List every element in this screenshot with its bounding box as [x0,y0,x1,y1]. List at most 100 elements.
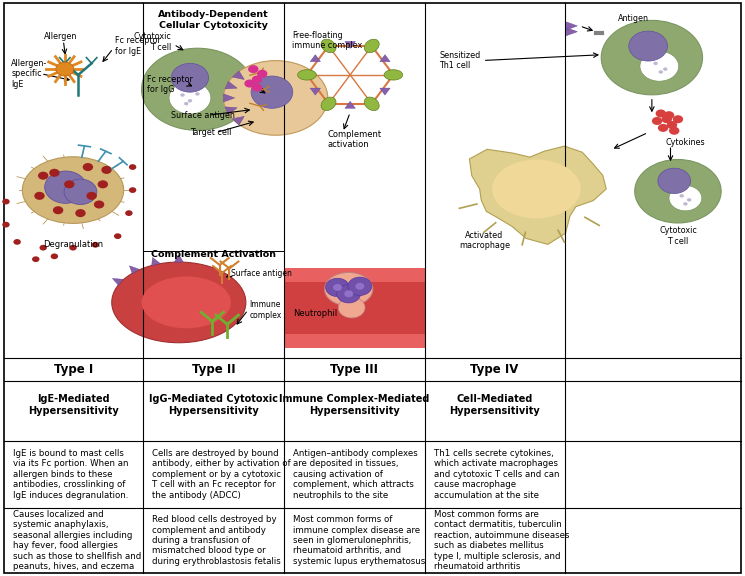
Circle shape [673,115,683,123]
Circle shape [338,297,365,318]
Text: Cytotoxic
T cell: Cytotoxic T cell [133,32,171,52]
Circle shape [663,67,668,71]
Circle shape [64,179,97,204]
Circle shape [195,92,200,96]
Text: IgG-Mediated Cytotoxic
Hypersensitivity: IgG-Mediated Cytotoxic Hypersensitivity [149,395,278,416]
Circle shape [180,93,185,97]
Text: Type III: Type III [330,363,378,376]
Text: Type II: Type II [191,363,235,376]
Polygon shape [174,255,183,262]
Ellipse shape [492,160,580,218]
Text: Complement
activation: Complement activation [328,130,382,149]
Circle shape [664,111,674,119]
Circle shape [257,70,267,78]
Text: Degranulation: Degranulation [43,240,103,249]
Text: Allergen-
specific
IgE: Allergen- specific IgE [11,59,48,89]
Circle shape [38,172,48,180]
Text: Th1 cells secrete cytokines,
which activate macrophages
and cytotoxic T cells an: Th1 cells secrete cytokines, which activ… [434,449,559,499]
Polygon shape [310,55,320,62]
Text: Allergen: Allergen [45,32,77,41]
Ellipse shape [635,160,721,223]
Ellipse shape [142,276,231,328]
Circle shape [184,102,188,105]
Text: Cytotoxic
T cell: Cytotoxic T cell [659,226,697,246]
Circle shape [669,127,679,135]
Polygon shape [566,28,577,36]
Polygon shape [469,146,606,244]
Text: Immune
complex: Immune complex [250,300,282,320]
Polygon shape [345,101,355,108]
Polygon shape [152,257,160,266]
Circle shape [629,31,668,61]
Text: Red blood cells destroyed by
complement and antibody
during a transfusion of
mis: Red blood cells destroyed by complement … [152,516,281,566]
Circle shape [659,70,663,74]
Circle shape [51,253,58,259]
Text: Most common forms are
contact dermatitis, tuberculin
reaction, autoimmune diseas: Most common forms are contact dermatitis… [434,510,569,571]
Ellipse shape [364,97,379,111]
Polygon shape [380,55,390,62]
Circle shape [683,202,688,206]
Circle shape [252,84,262,92]
Ellipse shape [384,70,402,80]
Text: Surface antigen: Surface antigen [171,111,235,120]
Circle shape [251,76,293,108]
Text: Fc receptor
for IgG: Fc receptor for IgG [147,75,193,94]
Bar [284,334,425,348]
Ellipse shape [142,48,253,130]
Bar [284,268,425,282]
Circle shape [32,256,39,262]
Circle shape [56,62,74,76]
Circle shape [94,200,104,209]
Ellipse shape [112,262,246,343]
Circle shape [652,117,662,125]
Polygon shape [232,71,244,79]
Circle shape [188,99,192,103]
Circle shape [39,245,47,251]
Polygon shape [224,94,235,102]
Text: Type IV: Type IV [471,363,519,376]
Circle shape [2,199,10,204]
Text: Causes localized and
systemic anaphylaxis,
seasonal allergies including
hay feve: Causes localized and systemic anaphylaxi… [13,510,141,571]
Ellipse shape [321,39,336,52]
Circle shape [86,192,97,200]
Circle shape [49,169,60,177]
Text: Antibody-Dependent
Cellular Cytotoxicity: Antibody-Dependent Cellular Cytotoxicity [158,10,269,30]
Circle shape [169,82,211,114]
Polygon shape [232,116,244,125]
Circle shape [252,75,262,84]
Circle shape [355,283,364,290]
Polygon shape [130,266,139,274]
Circle shape [98,180,108,188]
Circle shape [83,163,93,171]
Circle shape [248,65,259,73]
Circle shape [656,109,666,118]
Text: Complement Activation: Complement Activation [151,250,276,259]
Circle shape [75,209,86,217]
Text: Activated
macrophage: Activated macrophage [459,231,510,251]
Circle shape [667,121,677,129]
Text: Cell-Mediated
Hypersensitivity: Cell-Mediated Hypersensitivity [449,395,540,416]
Circle shape [53,206,63,214]
Ellipse shape [601,20,703,95]
Text: Type I: Type I [54,363,93,376]
Circle shape [669,185,702,211]
Circle shape [326,278,349,297]
Circle shape [129,187,136,193]
Circle shape [125,210,133,216]
Ellipse shape [297,70,316,80]
Circle shape [34,192,45,200]
Circle shape [658,124,668,132]
Ellipse shape [224,60,328,135]
Ellipse shape [325,272,372,306]
Ellipse shape [22,157,124,223]
Text: Free-floating
immune complex: Free-floating immune complex [292,31,362,50]
Circle shape [337,285,361,303]
Circle shape [64,180,74,188]
Circle shape [69,245,77,251]
Text: Immune Complex-Mediated
Hypersensitivity: Immune Complex-Mediated Hypersensitivity [279,395,429,416]
Ellipse shape [321,97,336,111]
Circle shape [658,168,691,194]
Text: Cytokines: Cytokines [665,138,706,147]
Polygon shape [112,279,123,285]
Circle shape [244,79,255,88]
